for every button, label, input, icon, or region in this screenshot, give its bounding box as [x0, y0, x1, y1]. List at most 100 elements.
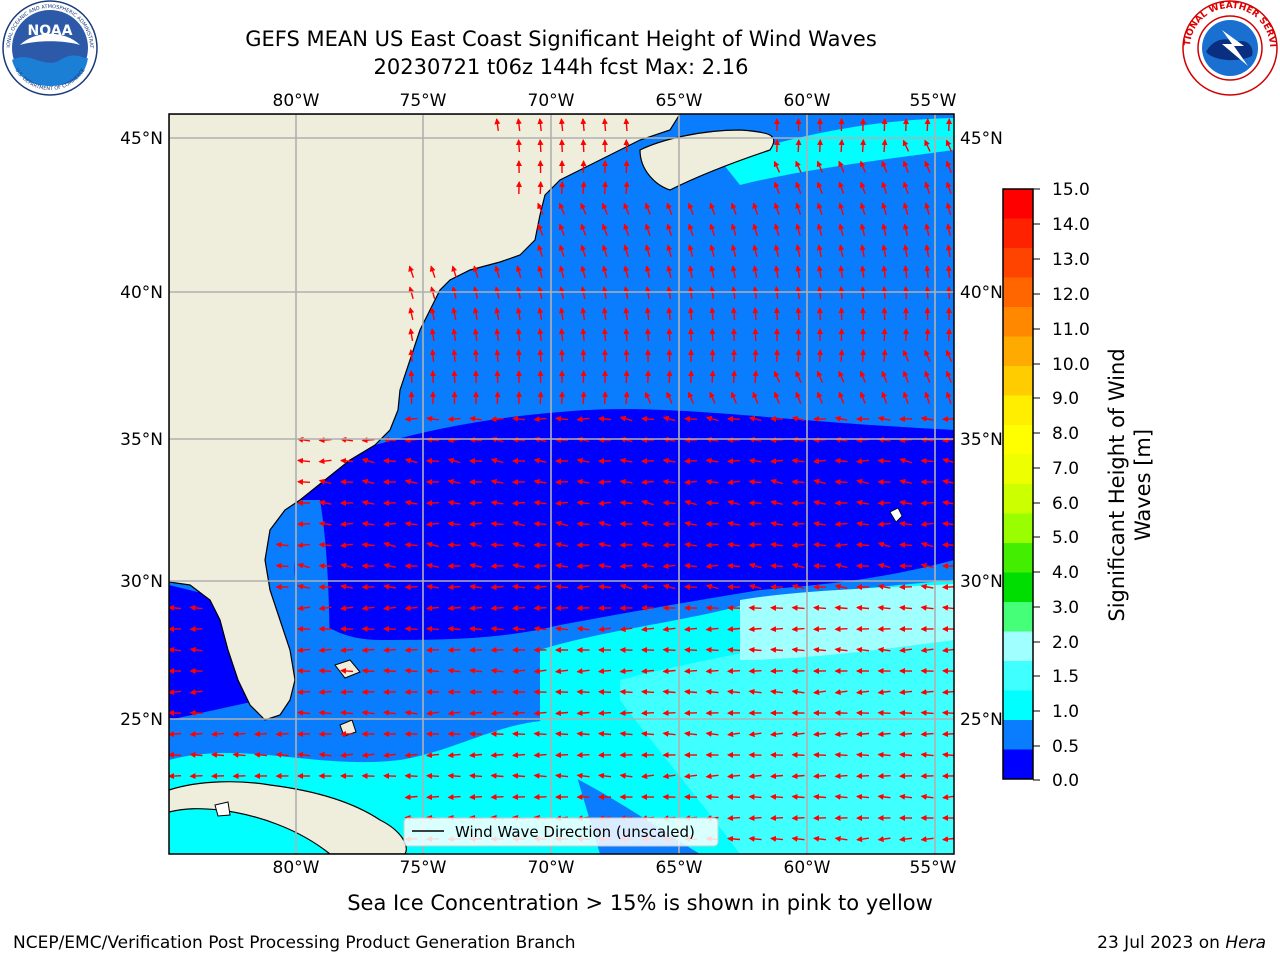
- wind-arrow: [859, 391, 866, 404]
- wind-arrow: [469, 710, 483, 717]
- wind-arrow: [945, 391, 952, 404]
- wind-arrow: [924, 349, 931, 362]
- wind-arrow: [791, 688, 805, 695]
- colorbar-tick-label: 1.5: [1052, 667, 1079, 687]
- wind-arrow: [709, 202, 716, 215]
- wind-arrow: [834, 835, 848, 842]
- wind-arrow: [860, 349, 867, 363]
- wind-arrow: [666, 244, 673, 257]
- wind-arrow: [859, 265, 866, 278]
- wind-arrow: [705, 563, 719, 570]
- wind-arrow: [644, 244, 651, 257]
- colorbar-label-line1: Significant Height of Wind: [1105, 348, 1129, 621]
- wind-arrow: [490, 794, 504, 801]
- wind-arrow: [598, 688, 612, 695]
- legend-label: Wind Wave Direction (unscaled): [455, 823, 695, 841]
- wind-arrow: [429, 349, 436, 363]
- wind-arrow: [580, 223, 587, 236]
- wind-arrow: [512, 605, 526, 612]
- wind-arrow: [877, 583, 891, 590]
- wind-arrow: [859, 370, 866, 383]
- lon-tick: 75°W: [400, 91, 447, 111]
- noaa-badge-text: NOAA: [28, 23, 73, 39]
- wind-arrow: [598, 772, 612, 779]
- wind-arrow: [490, 605, 504, 612]
- wind-arrow: [533, 584, 547, 591]
- wind-arrow: [877, 836, 891, 843]
- graticule: [169, 114, 954, 854]
- wind-arrow: [601, 307, 608, 320]
- wind-arrow: [494, 118, 501, 131]
- wind-arrow: [795, 307, 802, 321]
- wind-arrow: [490, 772, 504, 779]
- wind-arrow: [687, 223, 694, 236]
- wind-arrow: [834, 646, 848, 653]
- wind-arrow: [705, 668, 719, 675]
- wind-arrow: [404, 647, 418, 654]
- wind-arrow: [361, 647, 375, 654]
- nws-logo: NATIONAL WEATHER SERVICE: [0, 0, 1278, 96]
- wind-arrow: [752, 223, 759, 236]
- wind-arrow: [727, 626, 741, 633]
- wind-arrow: [598, 583, 612, 590]
- wind-arrow: [537, 349, 544, 363]
- wind-arrow: [404, 541, 418, 548]
- wind-arrow: [558, 349, 565, 363]
- wind-arrow: [899, 541, 913, 548]
- wind-arrow: [684, 562, 698, 569]
- wind-arrow: [770, 646, 784, 653]
- wind-arrow: [687, 328, 694, 342]
- wind-arrow: [361, 520, 375, 527]
- wind-arrow: [533, 668, 547, 675]
- wind-arrow: [731, 370, 738, 384]
- wind-arrow: [297, 709, 311, 716]
- wind-arrow: [877, 731, 891, 738]
- lon-tick: 80°W: [273, 91, 320, 111]
- wind-arrow: [361, 752, 375, 759]
- wind-arrow: [408, 370, 415, 384]
- lat-tick: 35°N: [960, 430, 1003, 450]
- colorbar-tick-label: 5.0: [1052, 528, 1079, 548]
- wind-arrow: [469, 541, 482, 548]
- wind-arrow: [383, 521, 397, 528]
- wind-arrow: [318, 605, 332, 612]
- wind-arrow: [705, 542, 719, 549]
- wind-arrow: [730, 391, 737, 404]
- colorbar-segment: [1003, 248, 1033, 278]
- wind-arrow: [533, 563, 547, 570]
- wind-arrow: [169, 604, 182, 611]
- colorbar-tick-label: 1.0: [1052, 702, 1079, 722]
- wind-arrow: [881, 286, 888, 300]
- wind-arrow: [942, 520, 954, 527]
- wind-arrow: [641, 668, 655, 675]
- wind-arrow: [429, 307, 436, 321]
- wind-arrow: [748, 668, 762, 675]
- wind-arrow: [490, 730, 504, 737]
- wind-arrow: [705, 415, 719, 422]
- wind-arrow: [447, 625, 461, 632]
- wind-direction-arrows: [169, 118, 954, 843]
- wind-arrow: [773, 160, 781, 173]
- wind-arrow: [899, 793, 913, 800]
- wind-arrow: [770, 478, 783, 485]
- wind-arrow: [684, 773, 698, 780]
- wind-arrow: [920, 604, 934, 611]
- wind-arrow: [297, 605, 310, 612]
- wind-arrow: [859, 202, 866, 215]
- wind-arrow: [920, 457, 934, 464]
- wind-arrow: [623, 181, 630, 195]
- colorbar-ticks: 15.0 14.0 13.0 12.0 11.0 10.0 9.0 8.0 7.0 6.0 5.0 4…: [1033, 180, 1090, 791]
- wind-arrow: [834, 731, 848, 738]
- wind-arrow: [877, 689, 891, 696]
- colorbar-tick-label: 3.0: [1052, 598, 1079, 618]
- wind-arrow: [899, 520, 913, 527]
- wind-arrow: [748, 646, 762, 653]
- wind-arrow: [770, 520, 784, 527]
- wind-arrow: [791, 521, 805, 528]
- wind-arrow: [340, 583, 354, 590]
- wind-arrow: [748, 793, 762, 800]
- wind-arrow: [515, 118, 522, 132]
- wind-arrow: [189, 709, 203, 716]
- wind-arrow: [340, 605, 354, 612]
- wind-arrow: [684, 688, 698, 695]
